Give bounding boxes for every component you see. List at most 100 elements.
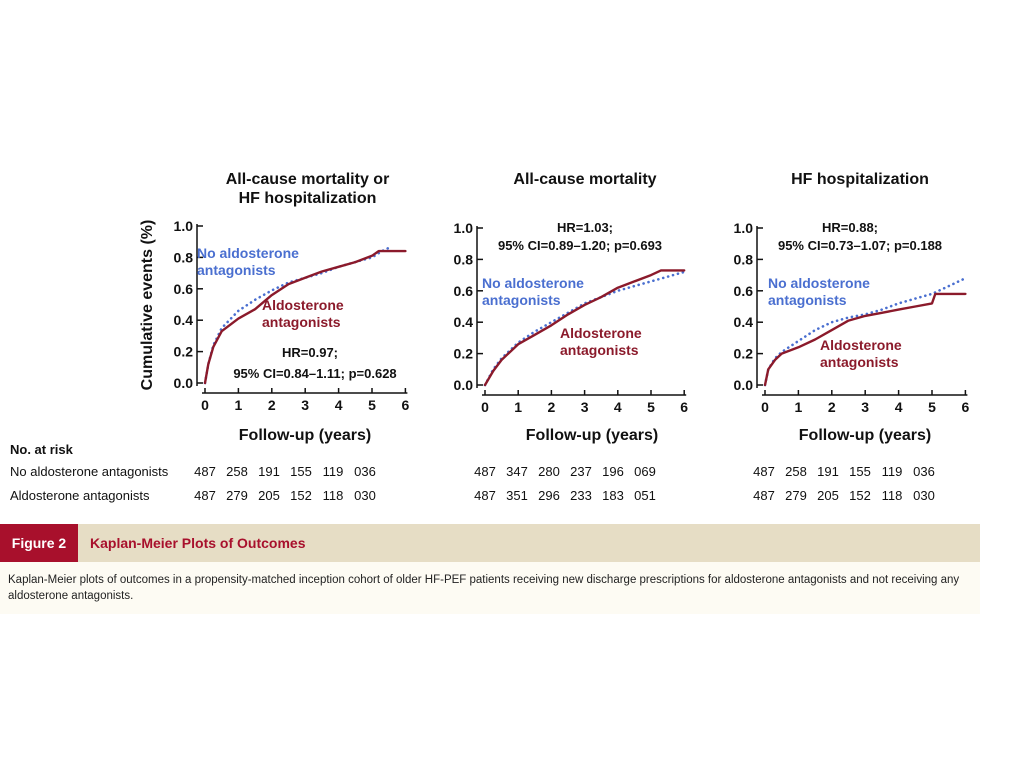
x-tick-label: 3 (581, 399, 589, 415)
at-risk-row-1-panel-1: 487 258 191 155 119 036 (189, 464, 381, 479)
figure-title: Kaplan-Meier Plots of Outcomes (90, 535, 306, 551)
risk-value: 119 (322, 464, 344, 479)
risk-value: 279 (785, 488, 807, 503)
x-tick-label: 1 (795, 399, 803, 415)
x-tick-label: 2 (548, 399, 556, 415)
x-tick-label: 0 (761, 399, 769, 415)
label-aldosterone-line2: antagonists (560, 342, 639, 358)
risk-value: 069 (634, 464, 656, 479)
risk-value: 296 (538, 488, 560, 503)
y-tick-label: 0.2 (174, 344, 194, 360)
x-tick-label: 4 (335, 397, 343, 413)
panel-1-title: All-cause mortality or HF hospitalizatio… (190, 170, 425, 208)
y-tick-label: 0.4 (454, 314, 474, 330)
y-tick-label: 0.0 (174, 375, 194, 391)
x-tick-label: 4 (895, 399, 903, 415)
risk-value: 196 (602, 464, 624, 479)
risk-value: 155 (290, 464, 312, 479)
x-tick-label: 0 (201, 397, 209, 413)
series-aldosterone-line (483, 269, 686, 387)
x-tick-label: 6 (402, 397, 410, 413)
risk-value: 051 (634, 488, 656, 503)
x-tick-label: 1 (514, 399, 522, 415)
x-tick-label: 3 (301, 397, 309, 413)
km-panel-1: 0.0 0.2 0.4 0.6 0.8 1.0 0 1 2 3 4 5 6 Follow-up (year… (139, 218, 410, 444)
x-tick-label: 4 (614, 399, 622, 415)
risk-value: 487 (753, 464, 775, 479)
y-axis-label: Cumulative events (%) (139, 220, 156, 391)
risk-value: 487 (194, 488, 216, 503)
label-aldosterone-line2: antagonists (820, 354, 899, 370)
x-axis-label: Follow-up (years) (799, 427, 931, 444)
label-no-aldosterone-line2: antagonists (197, 262, 276, 278)
risk-value: 487 (474, 464, 496, 479)
at-risk-row-1-panel-3: 487 258 191 155 119 036 (748, 464, 940, 479)
risk-value: 351 (506, 488, 528, 503)
km-panel-2: 0.0 0.2 0.4 0.6 0.8 1.0 0 1 2 3 4 5 6 Follow-up (year… (454, 220, 689, 444)
y-tick-label: 0.6 (734, 283, 754, 299)
at-risk-row-2-panel-2: 487 351 296 233 183 051 (469, 488, 661, 503)
hr-annotation: HR=0.88; (822, 220, 878, 235)
risk-value: 036 (354, 464, 376, 479)
x-tick-label: 5 (647, 399, 655, 415)
risk-value: 347 (506, 464, 528, 479)
risk-value: 205 (258, 488, 280, 503)
risk-value: 152 (849, 488, 871, 503)
panel-3-title-line1: HF hospitalization (791, 171, 929, 188)
x-tick-label: 2 (828, 399, 836, 415)
y-tick-label: 1.0 (454, 220, 474, 236)
y-tick-label: 0.4 (734, 314, 754, 330)
x-tick-label: 2 (268, 397, 276, 413)
at-risk-row-2-label: Aldosterone antagonists (10, 488, 150, 503)
y-tick-label: 0.6 (174, 281, 194, 297)
label-no-aldosterone: No aldosterone (768, 275, 870, 291)
risk-value: 487 (753, 488, 775, 503)
y-tick-label: 0.8 (174, 249, 194, 265)
risk-value: 119 (881, 464, 903, 479)
figure-caption-box: Kaplan-Meier plots of outcomes in a prop… (0, 562, 980, 614)
risk-value: 036 (913, 464, 935, 479)
risk-value: 280 (538, 464, 560, 479)
risk-value: 191 (258, 464, 280, 479)
x-tick-label: 0 (481, 399, 489, 415)
series-aldosterone-line (763, 292, 967, 387)
risk-value: 487 (474, 488, 496, 503)
risk-value: 279 (226, 488, 248, 503)
km-panel-3: 0.0 0.2 0.4 0.6 0.8 1.0 0 1 2 3 4 5 6 Follow-up (year… (734, 220, 970, 444)
label-no-aldosterone: No aldosterone (482, 275, 584, 291)
risk-value: 191 (817, 464, 839, 479)
x-tick-label: 1 (235, 397, 243, 413)
label-aldosterone: Aldosterone (560, 325, 642, 341)
ci-annotation: 95% CI=0.73–1.07; p=0.188 (778, 238, 942, 253)
y-tick-label: 0.4 (174, 312, 194, 328)
at-risk-row-2-panel-1: 487 279 205 152 118 030 (189, 488, 381, 503)
x-axis-label: Follow-up (years) (526, 427, 658, 444)
risk-value: 237 (570, 464, 592, 479)
y-tick-label: 0.8 (454, 251, 474, 267)
risk-value: 258 (785, 464, 807, 479)
label-no-aldosterone-line2: antagonists (482, 292, 561, 308)
y-tick-label: 0.6 (454, 283, 474, 299)
x-tick-label: 5 (368, 397, 376, 413)
y-tick-label: 0.0 (734, 377, 754, 393)
at-risk-row-1-panel-2: 487 347 280 237 196 069 (469, 464, 661, 479)
risk-value: 155 (849, 464, 871, 479)
risk-value: 030 (354, 488, 376, 503)
figure-caption: Kaplan-Meier plots of outcomes in a prop… (8, 574, 960, 602)
label-aldosterone: Aldosterone (262, 297, 344, 313)
hr-annotation: HR=0.97; (282, 345, 338, 360)
risk-value: 030 (913, 488, 935, 503)
figure-title-bar: Figure 2 Kaplan-Meier Plots of Outcomes (0, 524, 980, 562)
y-tick-label: 0.8 (734, 251, 754, 267)
label-aldosterone-line2: antagonists (262, 314, 341, 330)
series-aldosterone-line (203, 249, 407, 385)
panel-1-title-line1: All-cause mortality or (225, 171, 390, 188)
x-tick-label: 3 (861, 399, 869, 415)
panel-3-title: HF hospitalization (740, 170, 980, 189)
panel-2-title: All-cause mortality (470, 170, 700, 189)
y-tick-label: 1.0 (734, 220, 754, 236)
x-tick-label: 6 (962, 399, 970, 415)
risk-value: 258 (226, 464, 248, 479)
x-tick-label: 6 (680, 399, 688, 415)
